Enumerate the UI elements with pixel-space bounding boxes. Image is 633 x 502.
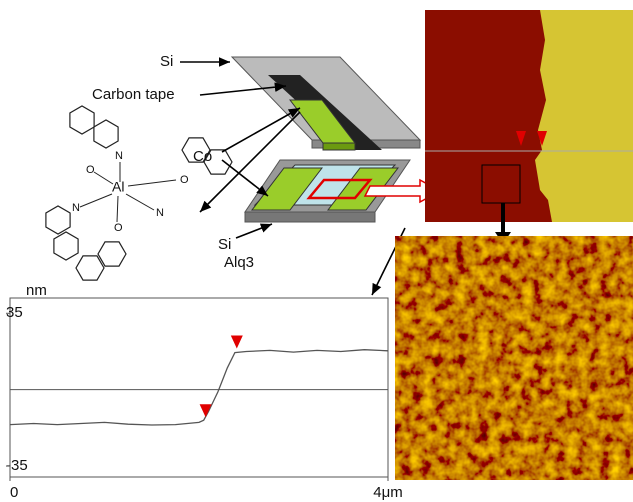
profile-line — [10, 350, 388, 425]
afm-zoom-image — [395, 236, 633, 480]
atom-label: O — [86, 164, 95, 176]
atom-label: N — [115, 150, 123, 162]
profile-chart: nm 35 -35 0 4μm — [6, 282, 403, 501]
x-tick-label: 0 — [10, 484, 18, 501]
bond — [126, 194, 154, 210]
co-electrode-edge — [323, 143, 355, 150]
label: Co — [193, 148, 212, 165]
page: {"labels": {"si_top": "Si", "carbon_tape… — [0, 0, 633, 502]
si-substrate-edge — [245, 212, 375, 222]
atom-label: Al — [112, 179, 124, 195]
label: Si — [218, 236, 231, 253]
arrow — [222, 108, 300, 152]
molecule — [46, 106, 232, 280]
figure: Al N N N O O O Alq3 Si Carbon tape Co Si… — [0, 0, 633, 502]
label: Si — [160, 53, 173, 70]
label: Carbon tape — [92, 86, 175, 103]
bond — [80, 194, 112, 207]
ring — [94, 120, 118, 148]
afm-step — [535, 10, 633, 222]
y-tick-label: 35 — [6, 304, 23, 321]
y-tick-label: -35 — [6, 457, 28, 474]
ring — [46, 206, 70, 234]
atom-label: N — [72, 202, 80, 214]
y-axis-label: nm — [26, 282, 47, 299]
marker — [200, 404, 212, 417]
marker — [231, 335, 243, 348]
atom-label: N — [156, 207, 164, 219]
bond — [117, 196, 118, 222]
x-tick-label: 4μm — [373, 484, 402, 501]
atom-label: O — [180, 174, 189, 186]
ring — [70, 106, 94, 134]
atom-label: O — [114, 222, 123, 234]
plot-frame — [10, 298, 388, 477]
ring — [54, 232, 78, 260]
molecule-name: Alq3 — [224, 254, 254, 271]
ring — [98, 242, 126, 266]
bond — [128, 180, 176, 186]
arrow — [222, 160, 268, 196]
bond — [94, 172, 113, 184]
ring — [76, 256, 104, 280]
arrow — [236, 224, 272, 238]
